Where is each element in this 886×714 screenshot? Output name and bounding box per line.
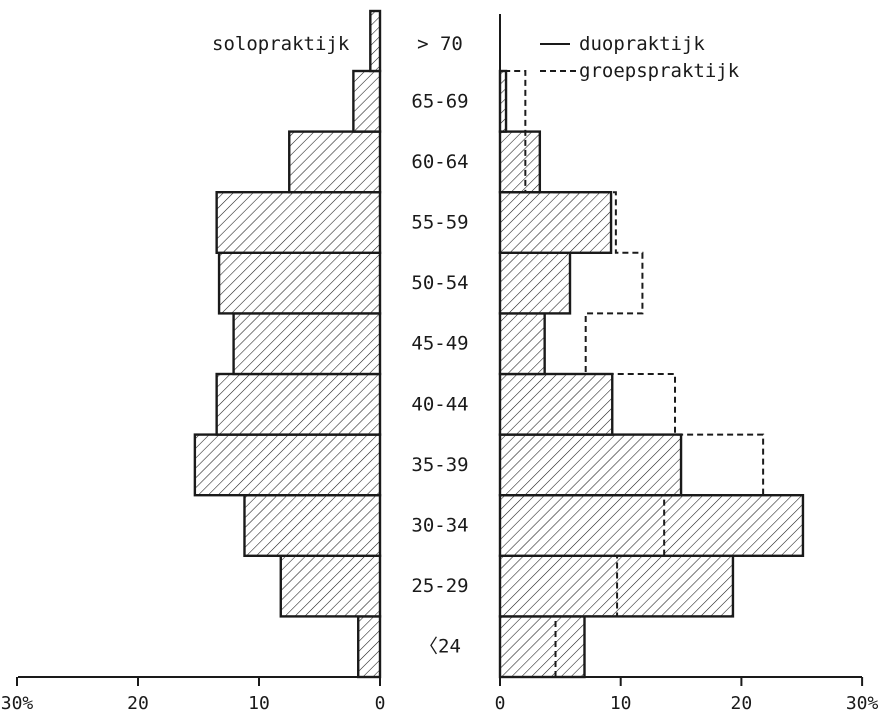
solopraktijk-bar-24: [357, 615, 382, 679]
solopraktijk-bar-5054: [217, 251, 382, 315]
duopraktijk-bar-4549: [498, 312, 546, 376]
groepspraktijk-outline: [500, 70, 765, 677]
right-tick-label: 20: [731, 693, 753, 714]
solopraktijk-bar-70: [369, 9, 382, 73]
duopraktijk-bars: [498, 69, 805, 679]
right-tick-label: 30%: [846, 693, 879, 714]
legend: duopraktijk groepspraktijk: [540, 33, 740, 82]
right-x-ticks: 0 10 20 30%: [495, 677, 879, 714]
duopraktijk-bar-24: [498, 615, 586, 679]
solopraktijk-bar-6569: [352, 69, 382, 133]
duopraktijk-bar-3034: [498, 494, 805, 558]
age-label: 25-29: [411, 575, 468, 597]
age-label: > 70: [417, 33, 463, 55]
duopraktijk-bar-5054: [498, 251, 572, 315]
solopraktijk-bar-3539: [193, 433, 382, 497]
solopraktijk-bar-6064: [288, 130, 382, 194]
age-label: 55-59: [411, 212, 468, 234]
left-tick-label: 10: [248, 693, 270, 714]
solopraktijk-bar-3034: [243, 494, 382, 558]
duopraktijk-bar-6064: [498, 130, 542, 194]
left-tick-label: 20: [127, 693, 149, 714]
left-x-ticks: 30% 20 10 0: [1, 677, 386, 714]
duopraktijk-bar-5559: [498, 190, 613, 254]
legend-groepspraktijk-label: groepspraktijk: [579, 60, 740, 82]
solopraktijk-bar-4044: [215, 372, 382, 436]
age-label: 45-49: [411, 333, 468, 355]
duopraktijk-bar-4044: [498, 372, 614, 436]
duopraktijk-bar-3539: [498, 433, 683, 497]
legend-duopraktijk-label: duopraktijk: [579, 33, 705, 55]
age-label: 65-69: [411, 90, 468, 112]
age-label: 30-34: [411, 515, 468, 537]
right-tick-label: 0: [495, 693, 506, 714]
right-tick-label: 10: [610, 693, 632, 714]
age-label: 35-39: [411, 454, 468, 476]
left-tick-label: 0: [375, 693, 386, 714]
solopraktijk-bar-4549: [232, 312, 382, 376]
solopraktijk-bars: [193, 9, 382, 679]
solopraktijk-bar-2529: [279, 554, 382, 618]
groepspraktijk-line: [500, 70, 765, 677]
duo-groep-panel: 0 10 20 30% duopraktijk groepspraktijk: [495, 14, 879, 714]
age-label: 60-64: [411, 151, 468, 173]
solopraktijk-title: solopraktijk: [212, 33, 350, 55]
age-label: 50-54: [411, 272, 468, 294]
age-group-labels: 〈24 25-29 30-34 35-39 40-44 45-49 50-54 55-59 60…: [411, 33, 468, 658]
solopraktijk-panel: solopraktijk 30% 20 10 0: [1, 9, 386, 714]
age-label: 40-44: [411, 393, 468, 415]
left-tick-label: 30%: [1, 693, 34, 714]
age-label: 〈24: [419, 636, 461, 658]
solopraktijk-bar-5559: [215, 190, 382, 254]
